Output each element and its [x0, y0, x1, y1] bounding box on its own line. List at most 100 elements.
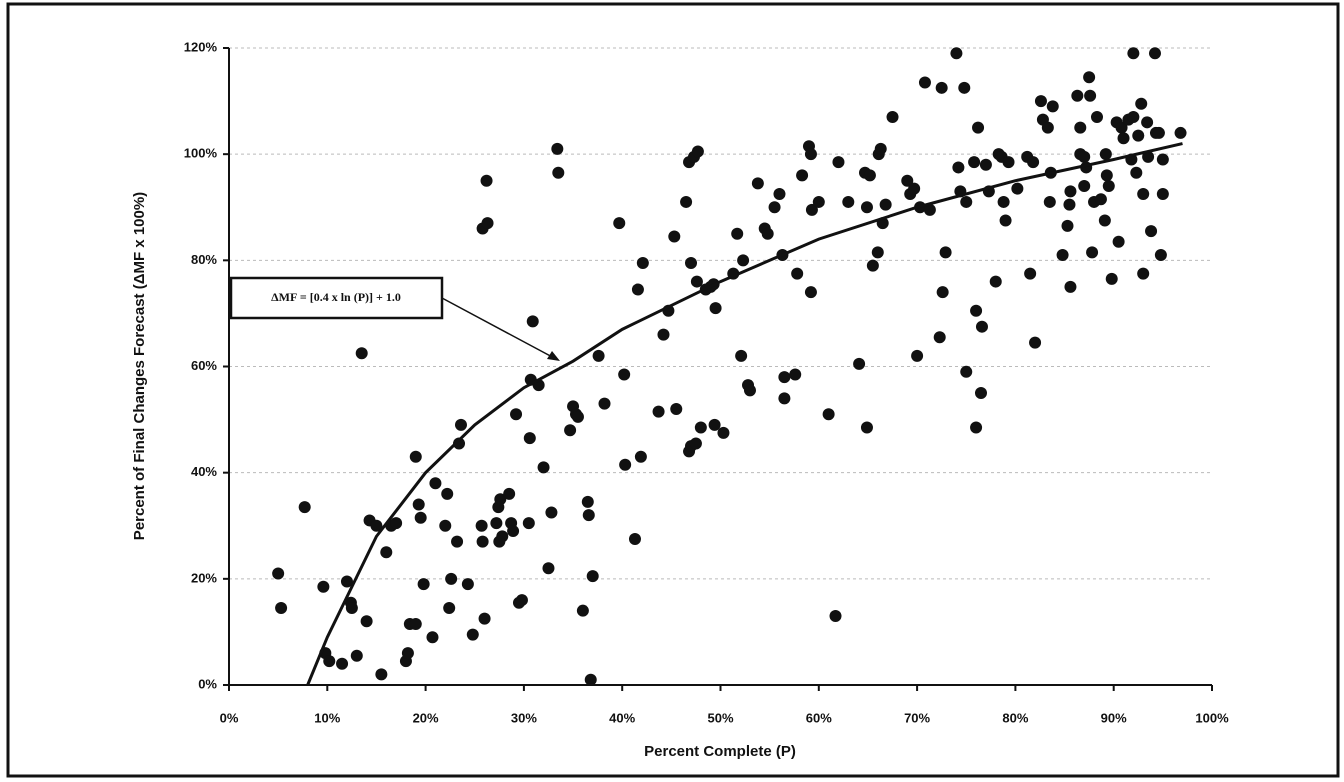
data-point — [735, 349, 748, 362]
data-point — [1112, 235, 1125, 248]
data-point — [832, 156, 845, 169]
x-tick-label: 40% — [609, 710, 635, 725]
data-point — [429, 477, 442, 490]
data-point — [950, 47, 963, 60]
grid — [229, 47, 1212, 686]
data-point — [584, 673, 597, 686]
data-point — [619, 458, 632, 471]
data-point — [370, 519, 383, 532]
data-point — [542, 562, 555, 575]
data-point — [731, 227, 744, 240]
x-tick-label: 100% — [1195, 710, 1229, 725]
data-point — [1002, 156, 1015, 169]
data-point — [989, 275, 1002, 288]
data-point — [1102, 180, 1115, 193]
data-point — [1156, 153, 1169, 166]
data-point — [451, 535, 464, 548]
data-point — [1098, 214, 1111, 227]
data-point — [863, 169, 876, 182]
x-tick-label: 10% — [314, 710, 340, 725]
data-point — [860, 421, 873, 434]
data-point — [960, 365, 973, 378]
data-point — [1174, 126, 1187, 139]
data-point — [515, 594, 528, 607]
data-point — [1034, 95, 1047, 108]
data-point — [445, 572, 458, 585]
data-point — [874, 142, 887, 155]
data-point — [1027, 156, 1040, 169]
data-point — [1127, 111, 1140, 124]
x-tick-label: 80% — [1002, 710, 1028, 725]
data-point — [737, 254, 750, 267]
data-point — [598, 397, 611, 410]
data-point — [510, 408, 523, 421]
data-point — [975, 320, 988, 333]
data-point — [1094, 193, 1107, 206]
data-point — [768, 201, 781, 214]
data-point — [1041, 121, 1054, 134]
data-point — [628, 533, 641, 546]
data-point — [936, 286, 949, 299]
y-tick-label: 100% — [184, 146, 218, 161]
data-point — [933, 331, 946, 344]
data-point — [592, 349, 605, 362]
data-point — [545, 506, 558, 519]
data-point — [586, 570, 599, 583]
data-point — [689, 437, 702, 450]
data-point — [842, 195, 855, 208]
data-point — [576, 604, 589, 617]
data-point — [355, 347, 368, 360]
data-point — [970, 304, 983, 317]
x-tick-label: 70% — [904, 710, 930, 725]
y-tick-label: 0% — [198, 676, 217, 691]
data-point — [668, 230, 681, 243]
data-point — [908, 182, 921, 195]
data-point — [414, 511, 427, 524]
data-point — [375, 668, 388, 681]
data-point — [974, 387, 987, 400]
data-point — [1024, 267, 1037, 280]
data-point — [401, 647, 414, 660]
data-point — [564, 424, 577, 437]
data-point — [960, 195, 973, 208]
data-point — [503, 487, 516, 500]
data-point — [634, 450, 647, 463]
data-point — [1090, 111, 1103, 124]
data-point — [417, 578, 430, 591]
data-point — [952, 161, 965, 174]
data-point — [804, 148, 817, 161]
data-point — [1137, 267, 1150, 280]
data-point — [380, 546, 393, 559]
data-point — [582, 509, 595, 522]
data-point — [761, 227, 774, 240]
data-point — [490, 517, 503, 530]
data-point — [972, 121, 985, 134]
x-tick-label: 30% — [511, 710, 537, 725]
x-tick-label: 0% — [220, 710, 239, 725]
data-point — [1105, 272, 1118, 285]
data-point — [1078, 180, 1091, 193]
data-point — [298, 501, 311, 514]
data-point — [552, 166, 565, 179]
data-point — [526, 315, 539, 328]
data-point — [409, 450, 422, 463]
data-point — [1130, 166, 1143, 179]
data-point — [1115, 121, 1128, 134]
data-point — [1086, 246, 1099, 259]
data-point — [1100, 169, 1113, 182]
y-tick-label: 40% — [191, 464, 217, 479]
data-point — [360, 615, 373, 628]
data-point — [968, 156, 981, 169]
data-point — [805, 203, 818, 216]
data-point — [690, 275, 703, 288]
data-point — [340, 575, 353, 588]
data-point — [1099, 148, 1112, 161]
data-point — [1011, 182, 1024, 195]
data-point — [551, 142, 564, 155]
data-point — [443, 602, 456, 615]
data-point — [1152, 126, 1165, 139]
data-point — [970, 421, 983, 434]
data-point — [537, 461, 550, 474]
data-point — [979, 158, 992, 171]
data-point — [1127, 47, 1140, 60]
